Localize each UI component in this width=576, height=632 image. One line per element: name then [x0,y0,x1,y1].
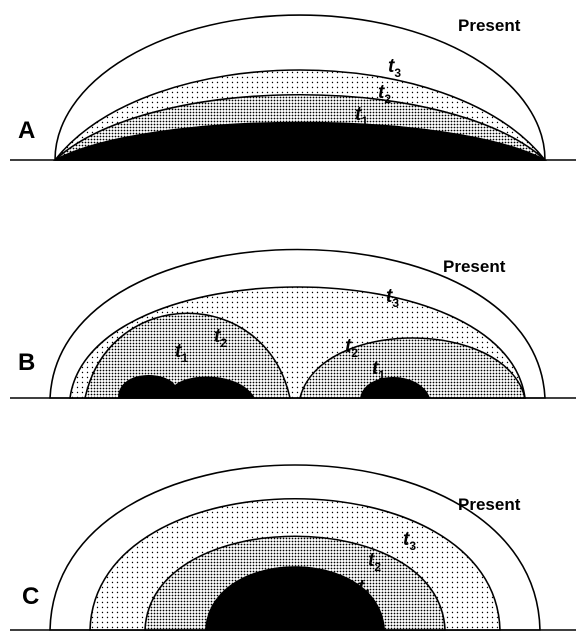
t2-left-label: t2 [214,326,227,350]
t3-label: t3 [388,56,401,80]
present-label: Present [458,16,521,35]
t2-right-label: t2 [345,336,358,360]
t1-core [54,121,546,161]
t3-label: t3 [386,286,399,310]
t1-right-label: t1 [372,358,385,382]
panel-b: B Present t3 t2 t1 t2 t1 [10,248,576,399]
t1-label: t1 [355,104,368,128]
t1-core [205,566,385,630]
t1-right-core [360,377,430,398]
t1-label: t1 [358,577,371,601]
panel-label: A [18,117,35,144]
t2-right-dome [298,337,527,399]
present-label: Present [458,495,521,514]
t1-left-label: t1 [175,341,188,365]
panel-label: B [18,349,35,376]
t3-label: t3 [403,529,416,553]
t1-left-core [118,375,255,398]
t2-label: t2 [378,82,391,106]
panel-label: C [22,583,39,610]
panel-a: A Present t3 t2 t1 [10,14,576,161]
panel-c: C Present t3 t2 t1 [10,464,576,631]
present-label: Present [443,257,506,276]
t2-label: t2 [368,550,381,574]
